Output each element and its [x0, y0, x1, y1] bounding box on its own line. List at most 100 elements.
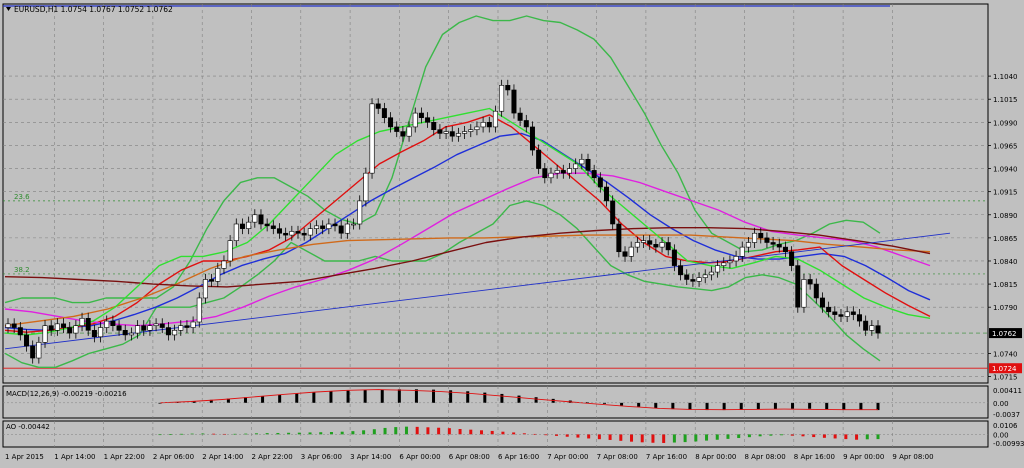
ao-bar — [576, 434, 580, 438]
candle-body — [536, 149, 542, 169]
macd-bar — [312, 392, 316, 403]
ao-bar — [404, 426, 408, 435]
candle-body — [122, 330, 128, 336]
candle-body — [233, 223, 239, 241]
ao-bar — [265, 433, 269, 435]
macd-bar — [859, 402, 863, 410]
candle-body — [24, 334, 30, 347]
macd-bar — [397, 389, 401, 403]
y-tick-label: 1.0815 — [993, 281, 1018, 289]
candle-body — [708, 271, 714, 276]
y-tick-label: 1.0715 — [993, 374, 1018, 382]
macd-bar — [261, 396, 265, 403]
macd-bar — [158, 402, 162, 404]
x-tick-label: 7 Apr 00:00 — [547, 453, 588, 461]
candle-body — [449, 131, 455, 137]
alert-price-tag — [989, 363, 1022, 374]
x-tick-label: 1 Apr 22:00 — [104, 453, 145, 461]
macd-bar — [756, 402, 760, 410]
candle-body — [492, 110, 498, 128]
candle-body — [628, 246, 634, 257]
candle-body — [659, 242, 665, 248]
candle-body — [165, 327, 171, 336]
candle-body — [295, 231, 301, 234]
macd-label: MACD(12,26,9) -0.00219 -0.00216 — [6, 390, 127, 398]
x-tick-label: 2 Apr 22:00 — [252, 453, 293, 461]
candle-body — [752, 232, 758, 243]
alert-price-tag-label: 1.0724 — [992, 365, 1017, 373]
candle-body — [67, 327, 73, 334]
candle-body — [153, 323, 159, 326]
candle-body — [486, 122, 492, 128]
candle-body — [684, 274, 690, 280]
ao-panel — [3, 426, 988, 443]
candle-body — [715, 265, 721, 273]
series-bb-upper — [4, 15, 881, 304]
ao-y-tick-label: 0.00 — [993, 431, 1009, 439]
y-tick-label: 1.1040 — [993, 73, 1018, 81]
candle-body — [406, 126, 412, 137]
candle-body — [196, 297, 202, 323]
candle-body — [48, 325, 54, 331]
ao-bar — [254, 433, 258, 435]
ao-bar — [780, 434, 784, 436]
candle-body — [344, 223, 350, 234]
candle-body — [807, 279, 813, 285]
ao-bar — [415, 426, 419, 435]
macd-bar — [466, 391, 470, 403]
ao-bar — [501, 431, 505, 435]
candle-body — [770, 242, 776, 245]
x-tick-label: 9 Apr 08:00 — [892, 453, 933, 461]
ao-bar — [447, 428, 451, 435]
y-tick-label: 1.0990 — [993, 119, 1018, 127]
candle-body — [702, 274, 708, 278]
candle-body — [844, 311, 850, 317]
ao-bar — [287, 432, 291, 435]
candle-body — [579, 158, 585, 165]
x-tick-label: 6 Apr 08:00 — [449, 453, 490, 461]
ao-y-tick-label: -0.00993 — [993, 440, 1024, 448]
series-ma-magenta — [4, 172, 931, 327]
ao-y-tick-label: 0.0106 — [993, 422, 1018, 430]
candle-body — [239, 223, 245, 229]
candle-body — [30, 345, 36, 359]
candle-body — [499, 85, 505, 112]
candle-body — [17, 327, 23, 336]
series-ma-red — [4, 114, 931, 333]
x-tick-label: 2 Apr 06:00 — [153, 453, 194, 461]
candle-body — [838, 314, 844, 317]
candle-body — [696, 277, 702, 282]
macd-bar — [876, 402, 880, 411]
indicator-lines — [4, 15, 951, 368]
candle-body — [455, 133, 461, 137]
candle-body — [819, 297, 825, 308]
ao-bar — [351, 431, 355, 435]
grid — [2, 3, 989, 448]
ao-bar — [737, 434, 741, 439]
macd-bar — [637, 402, 641, 407]
candle-body — [690, 279, 696, 282]
candle-body — [542, 168, 548, 179]
macd-panel — [3, 389, 988, 411]
ao-bar — [308, 432, 312, 435]
macd-bar — [791, 402, 795, 409]
macd-bar — [226, 398, 230, 403]
series-ma-dark-red — [4, 226, 931, 288]
ao-bar — [383, 427, 387, 435]
candle-body — [307, 228, 313, 236]
candle-body — [351, 223, 357, 226]
series-ma-blue — [4, 132, 931, 331]
candle-body — [764, 237, 770, 243]
candle-body — [141, 325, 147, 331]
candle-body — [215, 268, 221, 282]
ao-bar — [790, 434, 794, 436]
candle-body — [443, 131, 449, 134]
ao-bar — [212, 433, 216, 435]
candle-body — [789, 251, 795, 266]
ao-bar — [201, 433, 205, 435]
macd-bar — [500, 393, 504, 403]
candle-body — [850, 311, 856, 315]
y-tick-label: 1.0915 — [993, 189, 1018, 197]
ao-bar — [597, 434, 601, 440]
